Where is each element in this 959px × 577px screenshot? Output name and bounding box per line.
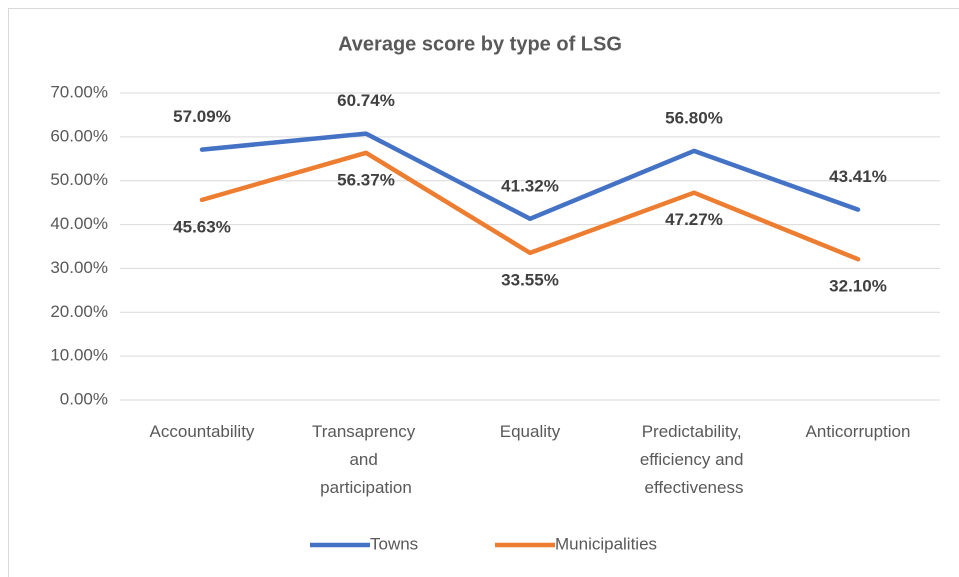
data-label: 56.37% (337, 170, 395, 189)
y-tick-label: 0.00% (60, 389, 108, 408)
series-line (199, 150, 861, 262)
x-tick-label: Anticorruption (806, 422, 911, 441)
data-label: 33.55% (501, 270, 559, 289)
data-label: 60.74% (337, 91, 395, 110)
data-label: 56.80% (665, 108, 723, 127)
x-tick-label: Predictability, efficiency and effective… (640, 422, 748, 497)
x-tick-label: Equality (500, 422, 561, 441)
y-tick-label: 50.00% (50, 170, 108, 189)
y-tick-label: 30.00% (50, 258, 108, 277)
data-label: 45.63% (173, 217, 231, 236)
data-label: 32.10% (829, 277, 887, 296)
chart-border (8, 8, 959, 577)
y-tick-label: 40.00% (50, 214, 108, 233)
legend-label: Towns (370, 534, 418, 553)
data-label: 41.32% (501, 176, 559, 195)
y-tick-label: 70.00% (50, 82, 108, 101)
data-label: 43.41% (829, 167, 887, 186)
series-line (199, 131, 861, 222)
y-tick-label: 10.00% (50, 346, 108, 365)
x-tick-label: Transaprency and participation (312, 422, 420, 497)
legend-label: Municipalities (555, 534, 657, 553)
y-tick-label: 20.00% (50, 302, 108, 321)
y-tick-label: 60.00% (50, 126, 108, 145)
x-tick-label: Accountability (150, 422, 255, 441)
data-label: 47.27% (665, 210, 723, 229)
chart-title: Average score by type of LSG (338, 33, 622, 55)
data-label: 57.09% (173, 107, 231, 126)
